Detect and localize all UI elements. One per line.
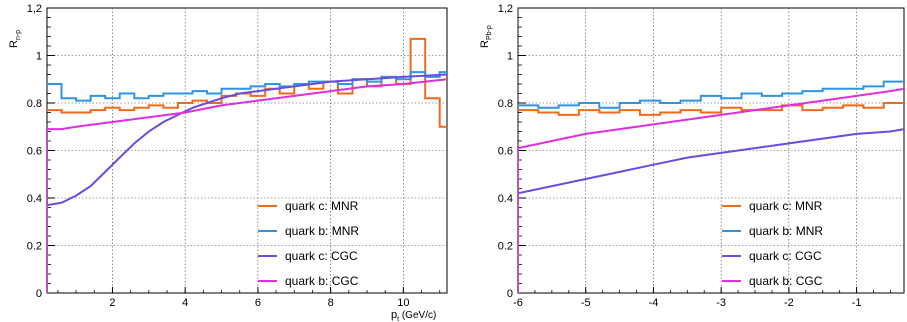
x-tick-label: 6 — [255, 297, 261, 309]
x-tick-label: 2 — [109, 297, 115, 309]
x-tick-label: -5 — [581, 297, 591, 309]
y-tick-label: 1,2 — [498, 3, 513, 15]
x-tick-label: -1 — [852, 297, 862, 309]
series-line-quark-c-mnr — [518, 102, 904, 116]
series-line-quark-c-cgc — [47, 73, 447, 207]
right-panel: -6 -5 -4 -3 -2 -1 0 0.2 0.4 0.6 0.8 1 1,2 RPb-p quark … — [479, 3, 905, 309]
series-line-quark-b-cgc — [47, 78, 447, 293]
y-axis-title: Rn-p — [8, 30, 22, 48]
series-line-quark-c-cgc — [518, 128, 904, 293]
legend-label-quark-b-mnr: quark b: MNR — [285, 224, 359, 238]
x-tick-label: -2 — [784, 297, 794, 309]
left-panel: 2 4 6 8 10 0 0.2 0.4 0.6 0.8 1 1,2 Rn-p pt (GeV/c) qua… — [8, 3, 448, 322]
legend-label-quark-c-mnr: quark c: MNR — [749, 199, 823, 213]
series-line-quark-b-cgc — [518, 87, 904, 293]
y-tick-label: 0.4 — [27, 193, 42, 205]
legend-label-quark-c-cgc: quark c: CGC — [285, 249, 358, 263]
y-tick-label: 0.8 — [27, 98, 42, 110]
x-tick-label: 10 — [397, 297, 409, 309]
y-tick-label: 0.2 — [27, 241, 42, 253]
y-tick-label: 1 — [36, 51, 42, 63]
y-tick-label: 0 — [36, 288, 42, 300]
x-tick-label: -4 — [649, 297, 659, 309]
x-tick-label: 8 — [328, 297, 334, 309]
y-tick-label: 1,2 — [27, 3, 42, 15]
y-tick-label: 1 — [507, 51, 513, 63]
x-tick-label: -3 — [716, 297, 726, 309]
series-line-quark-b-mnr — [47, 71, 447, 102]
series-line-quark-b-mnr — [518, 80, 904, 109]
y-tick-label: 0.6 — [27, 146, 42, 158]
y-tick-label: 0.2 — [498, 241, 513, 253]
series-group — [518, 80, 904, 293]
y-tick-label: 0.4 — [498, 193, 513, 205]
x-tick-label: -6 — [513, 297, 523, 309]
y-tick-label: 0.6 — [498, 146, 513, 158]
y-axis-title: RPb-p — [479, 25, 493, 48]
legend-label-quark-c-mnr: quark c: MNR — [285, 199, 359, 213]
y-tick-label: 0.8 — [498, 98, 513, 110]
y-tick-label: 0 — [507, 288, 513, 300]
x-axis-title: pt (GeV/c) — [391, 309, 436, 322]
legend-label-quark-b-cgc: quark b: CGC — [749, 274, 823, 288]
x-tick-label: 4 — [182, 297, 188, 309]
legend-label-quark-c-cgc: quark c: CGC — [749, 249, 822, 263]
legend-label-quark-b-mnr: quark b: MNR — [749, 224, 823, 238]
legend-label-quark-b-cgc: quark b: CGC — [285, 274, 359, 288]
series-group — [47, 37, 447, 293]
